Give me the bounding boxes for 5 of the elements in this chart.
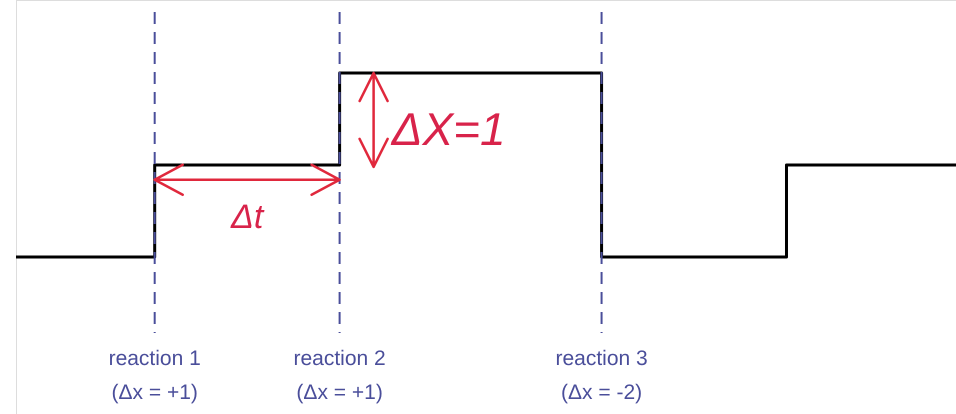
annotation: ΔX=1 — [390, 102, 506, 155]
x-tick-label: reaction 3 (Δx = -2) — [555, 347, 648, 404]
x-tick-label: reaction 2 (Δx = +1) — [293, 347, 386, 404]
x-tick-label: reaction 1 (Δx = +1) — [108, 347, 201, 404]
annotation: Δt — [230, 198, 265, 236]
